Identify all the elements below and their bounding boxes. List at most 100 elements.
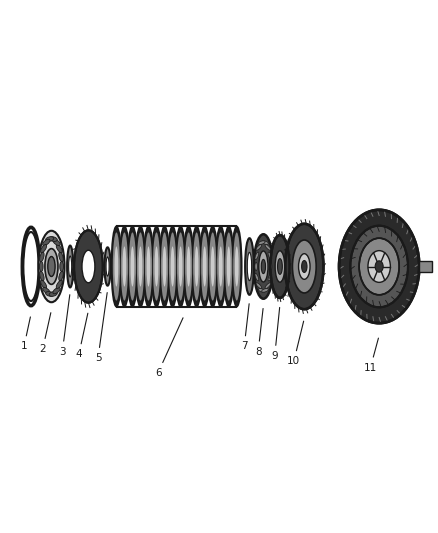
Ellipse shape <box>82 250 95 283</box>
Ellipse shape <box>270 235 290 298</box>
Ellipse shape <box>48 256 55 277</box>
Ellipse shape <box>209 232 216 301</box>
Ellipse shape <box>293 240 316 293</box>
Ellipse shape <box>299 254 310 279</box>
Ellipse shape <box>261 289 268 292</box>
Ellipse shape <box>232 227 242 306</box>
Ellipse shape <box>152 227 162 306</box>
Ellipse shape <box>256 245 261 250</box>
Ellipse shape <box>350 225 408 308</box>
Ellipse shape <box>56 280 62 288</box>
Ellipse shape <box>46 237 54 241</box>
Ellipse shape <box>59 271 63 281</box>
FancyBboxPatch shape <box>419 261 432 272</box>
Text: 3: 3 <box>59 295 70 357</box>
Ellipse shape <box>203 246 207 287</box>
Ellipse shape <box>123 246 126 287</box>
Ellipse shape <box>144 227 153 306</box>
Text: 6: 6 <box>155 318 183 378</box>
Ellipse shape <box>49 237 57 241</box>
Ellipse shape <box>224 227 234 306</box>
Ellipse shape <box>216 227 226 306</box>
Ellipse shape <box>135 227 145 306</box>
Ellipse shape <box>40 252 44 262</box>
Ellipse shape <box>176 227 186 306</box>
Text: 1: 1 <box>21 317 30 351</box>
Ellipse shape <box>168 227 177 306</box>
Text: 8: 8 <box>255 309 263 357</box>
Ellipse shape <box>106 257 109 276</box>
Ellipse shape <box>171 246 174 287</box>
Ellipse shape <box>105 247 111 286</box>
Text: 2: 2 <box>39 313 51 354</box>
Ellipse shape <box>159 227 170 306</box>
Ellipse shape <box>268 273 272 281</box>
Ellipse shape <box>56 245 62 253</box>
Ellipse shape <box>265 283 271 288</box>
Ellipse shape <box>184 227 194 306</box>
Ellipse shape <box>121 232 128 301</box>
Ellipse shape <box>39 231 64 302</box>
Ellipse shape <box>59 252 63 262</box>
Ellipse shape <box>302 261 307 272</box>
Ellipse shape <box>45 248 58 285</box>
Ellipse shape <box>201 232 208 301</box>
Ellipse shape <box>235 246 239 287</box>
Ellipse shape <box>60 262 64 271</box>
Ellipse shape <box>138 246 142 287</box>
Ellipse shape <box>53 239 60 246</box>
Ellipse shape <box>53 287 60 294</box>
Ellipse shape <box>256 283 261 288</box>
Ellipse shape <box>42 239 50 246</box>
Ellipse shape <box>200 227 210 306</box>
Ellipse shape <box>211 246 215 287</box>
Ellipse shape <box>265 245 271 250</box>
Ellipse shape <box>258 289 265 292</box>
Ellipse shape <box>255 262 258 271</box>
Ellipse shape <box>268 252 272 260</box>
Ellipse shape <box>219 246 223 287</box>
Ellipse shape <box>187 246 191 287</box>
Ellipse shape <box>127 227 138 306</box>
Ellipse shape <box>193 232 200 301</box>
Ellipse shape <box>179 246 183 287</box>
Ellipse shape <box>69 256 72 277</box>
Ellipse shape <box>155 246 159 287</box>
Ellipse shape <box>225 232 232 301</box>
Ellipse shape <box>227 246 231 287</box>
Ellipse shape <box>192 227 201 306</box>
Ellipse shape <box>161 232 168 301</box>
Ellipse shape <box>67 246 73 287</box>
Ellipse shape <box>255 252 259 260</box>
Text: 9: 9 <box>272 308 279 361</box>
Ellipse shape <box>195 246 198 287</box>
Ellipse shape <box>153 232 160 301</box>
Text: 11: 11 <box>364 338 378 373</box>
Ellipse shape <box>129 232 136 301</box>
Ellipse shape <box>217 232 224 301</box>
Ellipse shape <box>359 238 399 295</box>
Ellipse shape <box>111 227 121 306</box>
Ellipse shape <box>40 271 44 281</box>
Ellipse shape <box>247 252 252 281</box>
Ellipse shape <box>113 232 120 301</box>
Ellipse shape <box>39 262 43 271</box>
Ellipse shape <box>275 251 285 282</box>
Ellipse shape <box>339 210 419 323</box>
Ellipse shape <box>147 246 150 287</box>
Ellipse shape <box>368 251 390 282</box>
Ellipse shape <box>261 260 265 273</box>
Ellipse shape <box>259 251 268 282</box>
Ellipse shape <box>131 246 134 287</box>
Ellipse shape <box>114 246 118 287</box>
Ellipse shape <box>269 262 272 271</box>
Ellipse shape <box>137 232 144 301</box>
Ellipse shape <box>261 241 268 244</box>
Ellipse shape <box>185 232 192 301</box>
Ellipse shape <box>49 292 57 296</box>
Ellipse shape <box>278 259 283 274</box>
Text: 10: 10 <box>287 321 304 366</box>
Ellipse shape <box>41 280 46 288</box>
Text: 5: 5 <box>95 293 107 363</box>
Ellipse shape <box>46 292 54 296</box>
